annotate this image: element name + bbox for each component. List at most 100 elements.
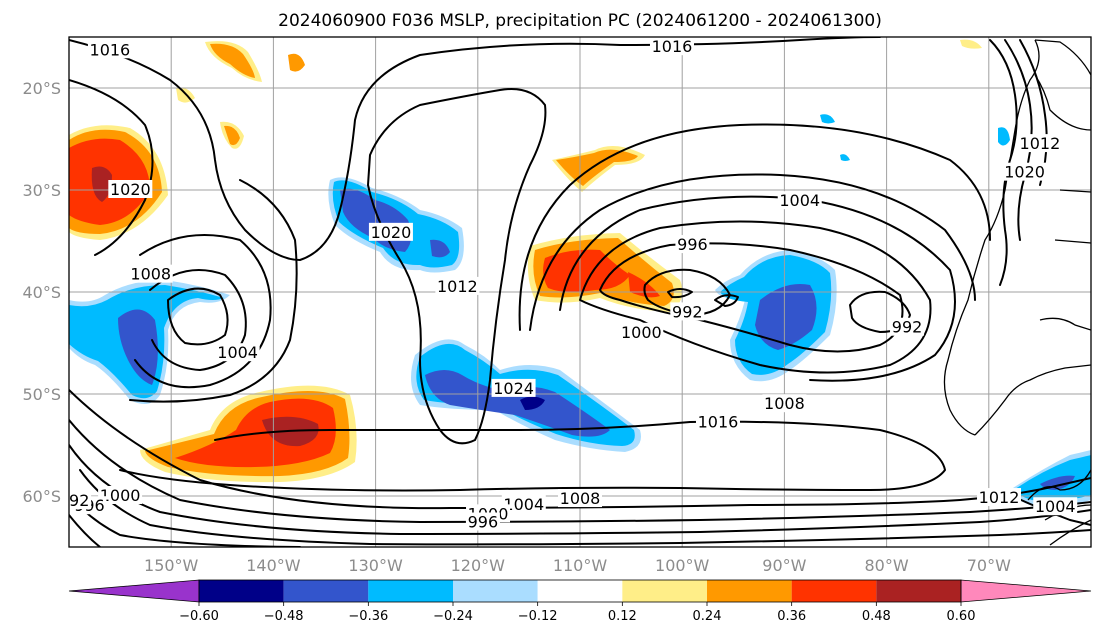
isobar-992-east-a xyxy=(643,268,731,316)
lon-tick-label: 80°W xyxy=(865,556,909,575)
isobar-1008-east xyxy=(529,173,976,331)
isobar-1004-west-low xyxy=(149,269,247,371)
isobar-1012-south xyxy=(69,389,1091,510)
isobar-label: 1004 xyxy=(1035,497,1076,516)
colorbar-swatch xyxy=(622,580,707,602)
isobar-label: 1012 xyxy=(1020,134,1061,153)
isobar-label-halo xyxy=(619,322,664,341)
isobar-label-halo xyxy=(558,489,602,508)
lon-tick-label: 150°W xyxy=(144,556,199,575)
lon-tick-label: 110°W xyxy=(553,556,608,575)
lat-tick-label: 60°S xyxy=(22,487,61,506)
isobar-label-halo xyxy=(465,512,500,531)
colorbar-outline xyxy=(198,579,962,603)
map-frame xyxy=(68,36,1092,548)
colorbar-swatch xyxy=(283,580,369,602)
isobar-label: 1020 xyxy=(371,223,412,242)
colorbar-tick-label: −0.12 xyxy=(518,609,558,624)
isobar-labels: 1016 101610201020101210081004100499699299… xyxy=(59,37,1078,532)
isobar-label-halo xyxy=(501,495,546,514)
colorbar-tick-label: 0.36 xyxy=(777,609,806,624)
chart-title: 2024060900 F036 MSLP, precipitation PC (… xyxy=(278,11,882,31)
isobar-1008-south xyxy=(69,419,1091,523)
map-panel: 1016 101610201020101210081004100499699299… xyxy=(59,36,1092,548)
isobar-label-halo xyxy=(491,378,536,397)
isobar-label: 1004 xyxy=(503,495,544,514)
colorbar-swatch xyxy=(199,580,284,602)
isobar-label-halo xyxy=(1017,134,1062,153)
lon-tick-label: 90°W xyxy=(762,556,806,575)
colorbar-tick-label: −0.36 xyxy=(348,609,388,624)
isobar-label: 992 xyxy=(672,302,703,321)
colorbar-extend-low xyxy=(68,579,200,603)
isobar-label: 1024 xyxy=(493,379,534,398)
colorbar-tick-label: 0.60 xyxy=(947,609,976,624)
isobar-label: 1016 xyxy=(698,413,739,432)
lon-tick-label: 70°W xyxy=(967,556,1011,575)
isobar-label-halo xyxy=(128,264,173,283)
isobar-label-halo xyxy=(98,486,143,504)
isobar-label-halo xyxy=(649,37,694,56)
isobar-label: 1016 xyxy=(90,40,131,59)
colorbar-swatch xyxy=(707,580,792,602)
isobar-label: 992 xyxy=(59,491,90,510)
lon-tick-label: 130°W xyxy=(348,556,403,575)
isobar-label: 1008 xyxy=(560,489,601,508)
isobar-992-east-b xyxy=(849,290,911,333)
isobar-1008-west-low xyxy=(134,234,272,389)
isobar-1020-nw xyxy=(69,79,154,256)
gridlines xyxy=(69,37,1091,547)
isobar-label: 1008 xyxy=(130,265,171,284)
lat-tick-label: 40°S xyxy=(22,283,61,302)
colorbar-swatch xyxy=(791,580,877,602)
isobar-label-halo xyxy=(215,343,260,362)
colorbar-swatch xyxy=(368,580,453,602)
south-america-coast xyxy=(943,39,1040,436)
isobar-1000-south xyxy=(79,469,1091,546)
isobar-label-halo xyxy=(435,276,480,295)
isobar-1016-south xyxy=(119,420,946,492)
isobar-1000-west-low xyxy=(167,287,229,346)
isobar-1016-east xyxy=(518,123,991,331)
colorbar-tick-label: 0.24 xyxy=(693,609,722,624)
lat-tick-labels: 20°S 30°S 40°S 50°S 60°S xyxy=(22,79,61,506)
colorbar-extend-high xyxy=(960,579,1092,603)
lat-tick-label: 50°S xyxy=(22,385,61,404)
isobar-label-halo xyxy=(1033,497,1078,516)
colorbar-tick-label: −0.60 xyxy=(179,609,219,624)
isobar-label: 1020 xyxy=(110,180,151,199)
lon-tick-label: 140°W xyxy=(246,556,301,575)
lon-tick-labels: 150°W 140°W 130°W 120°W 110°W 100°W 90°W 80°W 70… xyxy=(144,556,1011,575)
isobar-1020-center xyxy=(367,88,547,445)
colorbar-tick-label: −0.24 xyxy=(433,609,473,624)
isobar-label-halo xyxy=(670,302,705,321)
isobar-label: 1012 xyxy=(979,488,1020,507)
isobar-label: 1000 xyxy=(621,323,662,342)
isobar-label-halo xyxy=(977,488,1022,507)
isobar-label: 1012 xyxy=(437,277,478,296)
colorbar-swatch xyxy=(453,580,538,602)
isobar-label-halo xyxy=(762,394,807,413)
isobar-label-halo xyxy=(890,317,925,336)
colorbar-tick-label: −0.48 xyxy=(264,609,304,624)
colorbar-tick-label: 0.12 xyxy=(608,609,637,624)
isobar-label: 996 xyxy=(677,235,708,254)
isobar-label-halo xyxy=(1002,162,1047,181)
isobar-label: 1020 xyxy=(1004,163,1045,182)
lon-tick-label: 120°W xyxy=(451,556,506,575)
isobar-label: 996 xyxy=(468,513,499,532)
isobar-label-halo xyxy=(695,412,740,431)
isobar-label-halo xyxy=(108,180,153,198)
isobar-label: 1000 xyxy=(100,486,141,505)
isobar-label-halo xyxy=(368,222,413,241)
isobar-label-halo xyxy=(675,235,710,254)
isobar-1004-south xyxy=(69,444,1091,535)
isobars xyxy=(69,37,1091,547)
colorbar: −0.60 −0.48 −0.36 −0.24 −0.12 0.12 0.24 0.36 0.4… xyxy=(68,579,1092,624)
colorbar-swatch xyxy=(876,580,961,602)
isobar-1000-east xyxy=(579,220,932,374)
isobar-1012-west xyxy=(129,179,298,403)
isobar-label-halo xyxy=(87,40,132,59)
isobar-label-halo xyxy=(777,191,822,210)
